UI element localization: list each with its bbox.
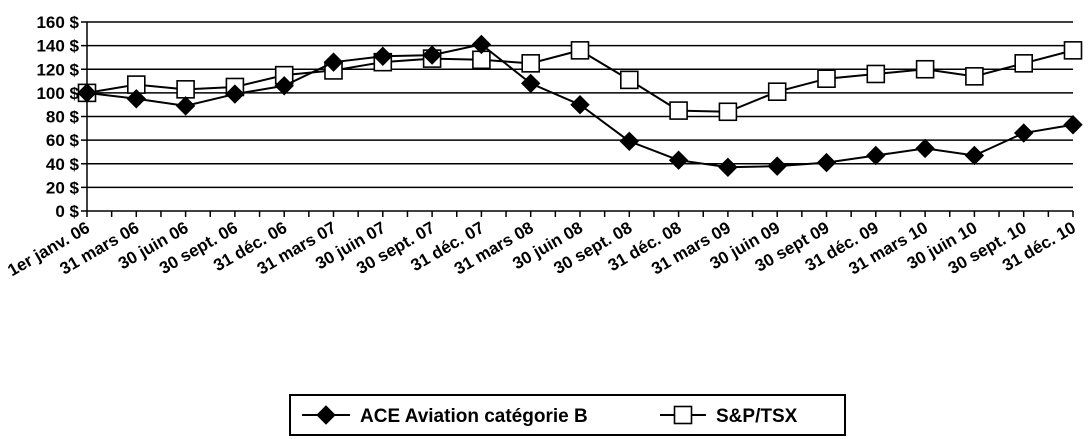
y-tick-label: 20 $ bbox=[46, 178, 80, 197]
data-point-square bbox=[619, 70, 639, 90]
legend-box bbox=[289, 394, 846, 436]
data-point-diamond bbox=[570, 94, 590, 115]
y-tick-label: 40 $ bbox=[46, 155, 80, 174]
data-point-square bbox=[176, 80, 195, 99]
data-point-diamond bbox=[175, 96, 196, 116]
data-point-square bbox=[866, 64, 886, 84]
y-tick-label: 120 $ bbox=[36, 60, 79, 79]
data-point-diamond bbox=[816, 152, 837, 173]
data-point-square bbox=[570, 41, 590, 60]
legend-marker-square bbox=[673, 405, 693, 425]
data-point-diamond bbox=[274, 76, 294, 96]
data-point-diamond bbox=[915, 138, 935, 159]
data-point-diamond bbox=[1063, 115, 1083, 135]
data-point-diamond bbox=[323, 52, 344, 72]
data-point-square bbox=[965, 67, 984, 86]
y-tick-label: 140 $ bbox=[36, 37, 79, 56]
data-point-diamond bbox=[1013, 123, 1034, 143]
data-series bbox=[77, 34, 1083, 178]
y-tick-label: 60 $ bbox=[46, 131, 80, 150]
data-point-diamond bbox=[866, 145, 886, 166]
data-point-square bbox=[915, 59, 935, 79]
data-point-diamond bbox=[225, 84, 245, 104]
y-axis-tick-labels: 0 $ 20 $ 40 $ 60 $ 80 $ 100 $ 120 $ 140 $ 160 $ bbox=[36, 13, 79, 221]
legend: ACE Aviation catégorie B S&P/TSX bbox=[289, 394, 846, 436]
data-point-square bbox=[1014, 54, 1034, 73]
data-point-diamond bbox=[422, 45, 442, 65]
legend-label-ace: ACE Aviation catégorie B bbox=[360, 406, 588, 427]
gridlines bbox=[87, 21, 1073, 189]
data-point-diamond bbox=[126, 89, 147, 109]
data-point-diamond bbox=[520, 73, 541, 94]
data-point-diamond bbox=[619, 131, 640, 152]
y-tick-label: 0 $ bbox=[55, 202, 79, 221]
data-point-diamond bbox=[471, 34, 492, 55]
y-tick-label: 100 $ bbox=[36, 84, 79, 103]
data-point-diamond bbox=[964, 145, 985, 166]
legend-label-sptsx: S&P/TSX bbox=[716, 406, 798, 427]
y-tick-label: 80 $ bbox=[46, 108, 80, 127]
data-point-square bbox=[669, 101, 688, 120]
data-point-square bbox=[521, 54, 541, 73]
data-point-square bbox=[817, 69, 836, 88]
data-point-square bbox=[718, 102, 738, 122]
data-point-square bbox=[1063, 41, 1083, 60]
data-point-diamond bbox=[373, 46, 393, 66]
data-point-diamond bbox=[718, 157, 738, 178]
data-point-square bbox=[767, 82, 787, 101]
series-ace-aviation bbox=[77, 34, 1083, 178]
legend-marker-diamond bbox=[316, 405, 336, 425]
data-point-diamond bbox=[767, 156, 787, 176]
data-point-diamond bbox=[77, 83, 97, 103]
y-tick-label: 160 $ bbox=[36, 13, 79, 32]
data-point-diamond bbox=[668, 150, 689, 170]
